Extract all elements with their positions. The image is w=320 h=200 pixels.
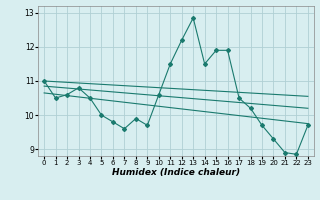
X-axis label: Humidex (Indice chaleur): Humidex (Indice chaleur) <box>112 168 240 177</box>
